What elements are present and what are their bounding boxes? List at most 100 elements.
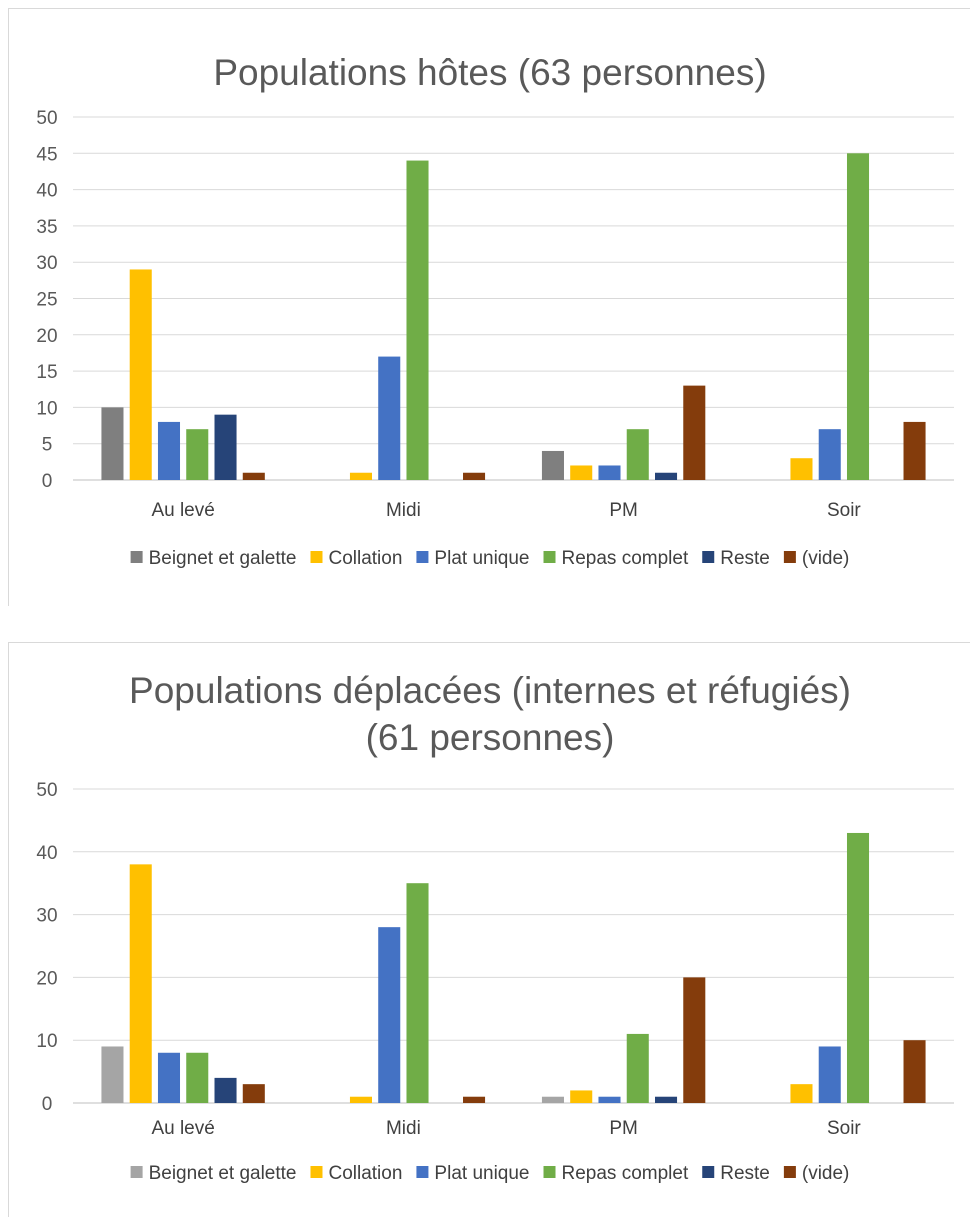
x-category-label: Midi: [386, 500, 421, 521]
legend: Beignet et galette Collation Plat unique Re…: [130, 1163, 849, 1184]
legend-label: Repas complet: [562, 548, 689, 569]
bar: [242, 472, 265, 480]
bar: [654, 472, 678, 480]
bar: [541, 1096, 564, 1103]
legend-swatch: [702, 551, 715, 563]
legend-swatch: [543, 1166, 556, 1178]
y-tick-label: 10: [36, 1031, 57, 1052]
bar: [186, 429, 209, 480]
legend-label: Plat unique: [434, 548, 529, 569]
legend-label: Plat unique: [434, 1163, 529, 1184]
legend-item: Collation: [310, 1163, 402, 1184]
bar: [101, 1046, 124, 1103]
bar: [790, 1084, 813, 1103]
chart-panel-deplacees: Populations déplacées (internes et réfug…: [8, 642, 970, 1217]
x-category-label: Au levé: [151, 500, 214, 521]
legend-label: Repas complet: [562, 1163, 689, 1184]
x-category-label: Midi: [386, 1118, 421, 1139]
chart-title: (61 personnes): [366, 717, 615, 758]
legend-swatch: [783, 551, 796, 563]
x-category-label: Au levé: [151, 1118, 214, 1139]
y-tick-label: 40: [36, 843, 57, 864]
y-tick-label: 15: [36, 362, 57, 383]
bar: [214, 1077, 237, 1103]
y-tick-label: 0: [42, 471, 53, 492]
bar: [846, 832, 870, 1103]
legend-swatch: [543, 551, 556, 563]
legend-swatch: [130, 551, 143, 563]
legend-item: Beignet et galette: [130, 548, 297, 569]
bar: [683, 977, 706, 1103]
legend-item: (vide): [783, 548, 850, 569]
legend-label: Reste: [720, 1163, 770, 1184]
bar: [101, 407, 124, 480]
bar: [790, 458, 813, 480]
bar: [242, 1084, 265, 1103]
y-tick-label: 30: [36, 906, 57, 927]
legend-label: Collation: [328, 1163, 402, 1184]
y-tick-label: 20: [36, 326, 57, 347]
bar: [626, 1033, 649, 1103]
chart-hotes: Populations hôtes (63 personnes) 0 5 10 15 20…: [36, 52, 954, 569]
y-tick-label: 50: [36, 108, 57, 129]
legend-label: (vide): [802, 548, 850, 569]
legend-item: Beignet et galette: [130, 1163, 297, 1184]
legend-swatch: [310, 551, 323, 563]
bar: [598, 465, 621, 480]
bar: [378, 356, 401, 480]
chart-title: Populations hôtes (63 personnes): [213, 52, 766, 93]
bar: [818, 429, 841, 480]
bar: [129, 269, 152, 480]
bar: [463, 472, 486, 480]
bar: [541, 450, 564, 480]
bar: [157, 421, 181, 480]
legend-swatch: [783, 1166, 796, 1178]
y-tick-label: 0: [42, 1094, 53, 1115]
x-category-label: PM: [609, 1118, 638, 1139]
legend-item: Reste: [702, 548, 770, 569]
legend-item: Repas complet: [543, 548, 689, 569]
bar: [570, 1090, 593, 1103]
bar: [406, 883, 429, 1103]
legend-swatch: [416, 551, 429, 563]
chart-panel-hotes: Populations hôtes (63 personnes) 0 5 10 15 20…: [8, 8, 970, 606]
legend-item: Plat unique: [416, 548, 530, 569]
y-tick-label: 10: [36, 398, 57, 419]
bar: [406, 160, 429, 480]
legend-item: Collation: [310, 548, 402, 569]
legend: Beignet et galette Collation Plat unique Re…: [130, 548, 850, 569]
bar: [683, 385, 706, 480]
bar: [903, 421, 926, 480]
legend-label: Collation: [328, 548, 402, 569]
legend-swatch: [416, 1166, 429, 1178]
y-tick-label: 30: [36, 253, 57, 274]
chart-deplacees: Populations déplacées (internes et réfug…: [36, 670, 954, 1184]
legend-swatch: [702, 1166, 715, 1178]
legend-item: Repas complet: [543, 1163, 689, 1184]
legend-swatch: [310, 1166, 323, 1178]
legend-label: Beignet et galette: [149, 1163, 297, 1184]
y-tick-label: 5: [42, 435, 53, 456]
legend-item: (vide): [783, 1163, 849, 1184]
bar: [903, 1040, 926, 1103]
y-tick-label: 50: [36, 780, 57, 801]
bar: [654, 1096, 678, 1103]
x-category-label: PM: [609, 500, 638, 521]
y-tick-label: 40: [36, 181, 57, 202]
legend-item: Plat unique: [416, 1163, 530, 1184]
bar: [598, 1096, 621, 1103]
bar: [626, 429, 649, 480]
legend-label: Beignet et galette: [149, 548, 297, 569]
legend-label: Reste: [720, 548, 770, 569]
bar: [157, 1052, 181, 1103]
y-tick-label: 25: [36, 290, 57, 311]
y-tick-label: 45: [36, 144, 57, 165]
bar: [186, 1052, 209, 1103]
bar: [818, 1046, 841, 1103]
bar: [570, 465, 593, 480]
bar: [129, 864, 152, 1103]
bar: [378, 927, 401, 1103]
bar: [349, 1096, 373, 1103]
bar: [463, 1096, 486, 1103]
bar: [349, 472, 373, 480]
